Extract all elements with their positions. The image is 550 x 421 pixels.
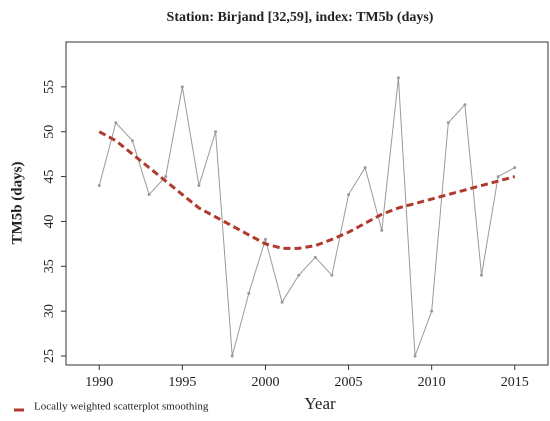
x-tick-label: 2000	[251, 375, 279, 390]
data-point	[480, 273, 484, 277]
x-axis-label: Year	[304, 394, 336, 413]
data-point	[313, 255, 317, 259]
data-point	[263, 237, 267, 241]
y-tick-label: 35	[42, 259, 57, 273]
plot-frame	[65, 41, 549, 366]
data-point	[446, 121, 450, 125]
y-tick-label: 45	[42, 170, 57, 184]
x-tick-label: 2010	[418, 375, 446, 390]
chart-title: Station: Birjand [32,59], index: TM5b (d…	[167, 10, 434, 25]
y-axis-label: TM5b (days)	[9, 162, 25, 245]
data-point	[97, 184, 101, 188]
data-point	[363, 166, 367, 170]
data-point	[180, 85, 184, 89]
x-tick-label: 2005	[335, 375, 363, 390]
data-point	[347, 193, 351, 197]
y-tick-label: 25	[42, 349, 57, 363]
data-point	[513, 166, 517, 170]
data-point	[197, 184, 201, 188]
data-point	[130, 139, 134, 143]
data-point	[413, 354, 417, 358]
data-point	[230, 354, 234, 358]
data-point	[114, 121, 118, 125]
data-point	[463, 103, 467, 107]
legend-label: Locally weighted scatterplot smoothing	[34, 401, 209, 413]
data-point	[297, 273, 301, 277]
x-tick-label: 1995	[168, 375, 196, 390]
data-point	[147, 193, 151, 197]
y-tick-label: 30	[42, 304, 57, 318]
smooth-line	[98, 130, 516, 250]
data-point	[214, 130, 218, 134]
data-point	[396, 76, 400, 80]
y-tick-label: 50	[42, 125, 57, 139]
x-tick-label: 2015	[501, 375, 529, 390]
data-point	[164, 175, 168, 179]
data-line	[98, 77, 515, 357]
x-tick-label: 1990	[85, 375, 113, 390]
data-point	[247, 291, 251, 295]
data-point	[280, 300, 284, 304]
y-tick-label: 55	[42, 80, 57, 94]
data-point	[496, 175, 500, 179]
data-point	[330, 273, 334, 277]
data-point	[430, 309, 434, 313]
y-tick-label: 40	[42, 214, 57, 228]
data-point	[380, 228, 384, 232]
